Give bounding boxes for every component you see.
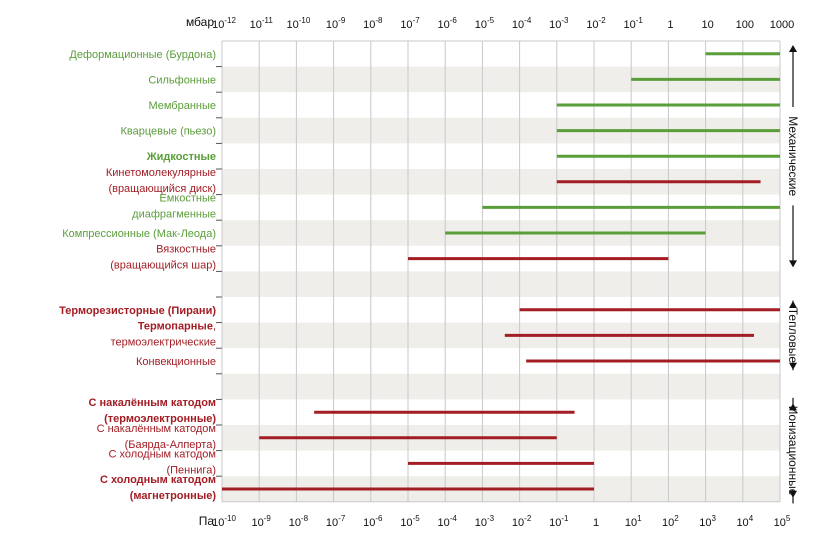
top-tick-label: 10-3 bbox=[549, 16, 569, 31]
category-label: Механические bbox=[786, 116, 800, 196]
row-label: термоэлектрические bbox=[111, 336, 216, 348]
row-label: (Баярда-Алперта) bbox=[125, 439, 216, 451]
top-tick-label: 10 bbox=[701, 19, 713, 31]
bottom-tick-label: 10-4 bbox=[438, 514, 458, 529]
row-label: Мембранные bbox=[148, 100, 216, 112]
top-tick-label: 10-5 bbox=[475, 16, 495, 31]
arrow-up-icon bbox=[789, 45, 797, 52]
bottom-tick-label: 1 bbox=[593, 517, 599, 529]
row-label: Терморезисторные (Пирани) bbox=[59, 305, 216, 317]
row-label: Кварцевые (пьезо) bbox=[120, 126, 216, 138]
bottom-tick-label: 10-8 bbox=[289, 514, 309, 529]
row-label: (термоэлектронные) bbox=[104, 413, 216, 425]
top-tick-label: 10-4 bbox=[512, 16, 532, 31]
row-label: Кинетомолекулярные bbox=[106, 167, 216, 179]
row-label: диафрагменные bbox=[132, 208, 216, 220]
top-tick-label: 10-10 bbox=[286, 16, 310, 31]
row-label: Деформационные (Бурдона) bbox=[69, 49, 216, 61]
arrow-up-icon bbox=[789, 301, 797, 308]
row-label: (магнетронные) bbox=[130, 490, 217, 502]
bottom-tick-label: 101 bbox=[625, 514, 642, 529]
top-tick-label: 10-8 bbox=[363, 16, 383, 31]
row-tick-marks bbox=[216, 66, 222, 477]
bottom-tick-label: 10-1 bbox=[549, 514, 569, 529]
top-axis: мбар 10-12 10-11 10-10 10-9 10-8 10-7 10-6 10-5… bbox=[186, 15, 794, 31]
bottom-tick-label: 10-3 bbox=[475, 514, 495, 529]
row-label: Емкостные bbox=[159, 192, 216, 204]
bottom-tick-label: 102 bbox=[662, 514, 679, 529]
row-labels: Деформационные (Бурдона) Сильфонные Мембра… bbox=[59, 49, 216, 502]
bottom-tick-label: 105 bbox=[774, 514, 791, 529]
arrow-down-icon bbox=[789, 362, 797, 370]
row-label: С холодным катодом bbox=[100, 474, 216, 486]
row-label: Термопарные, bbox=[138, 320, 216, 332]
arrow-down-icon bbox=[789, 490, 797, 498]
row-stripe bbox=[222, 271, 780, 297]
row-label: Вязкостные bbox=[156, 244, 216, 256]
category-label: Ионизационные bbox=[786, 406, 800, 496]
bottom-tick-label: 10-7 bbox=[326, 514, 346, 529]
top-tick-label: 1 bbox=[667, 19, 673, 31]
bottom-tick-label: 10-9 bbox=[252, 514, 272, 529]
bottom-axis: Па 10-10 10-9 10-8 10-7 10-6 10-5 10-4 10-3 10-2… bbox=[199, 514, 791, 529]
row-label: С накалённым катодом bbox=[97, 423, 216, 435]
row-label: Конвекционные bbox=[136, 356, 216, 368]
arrow-down-icon bbox=[789, 260, 797, 268]
top-tick-label: 10-2 bbox=[586, 16, 606, 31]
bottom-axis-unit: Па bbox=[199, 514, 215, 528]
row-label: Компрессионные (Мак-Леода) bbox=[62, 228, 216, 240]
bottom-tick-label: 10-6 bbox=[363, 514, 383, 529]
category-label: Тепловые bbox=[786, 308, 800, 364]
bottom-tick-label: 104 bbox=[736, 514, 753, 529]
arrow-up-icon bbox=[789, 403, 797, 411]
row-label: (вращающийся диск) bbox=[108, 183, 216, 195]
category-brackets: Механические Тепловые Ионизационные bbox=[786, 45, 800, 504]
top-tick-label: 10-9 bbox=[326, 16, 346, 31]
row-label: С холодным катодом bbox=[108, 448, 216, 460]
top-tick-label: 10-11 bbox=[250, 16, 274, 31]
bottom-tick-label: 10-10 bbox=[212, 514, 236, 529]
top-axis-unit: мбар bbox=[186, 15, 214, 29]
row-label: Сильфонные bbox=[148, 74, 216, 86]
top-tick-label: 100 bbox=[736, 19, 754, 31]
top-tick-label: 10-12 bbox=[212, 16, 236, 31]
top-tick-label: 10-6 bbox=[438, 16, 458, 31]
row-stripe bbox=[222, 373, 780, 400]
bottom-tick-label: 10-5 bbox=[400, 514, 420, 529]
row-label: Жидкостные bbox=[146, 151, 216, 163]
gridlines bbox=[221, 40, 781, 503]
bottom-tick-label: 103 bbox=[699, 514, 716, 529]
top-tick-label: 1000 bbox=[770, 19, 794, 31]
range-bars bbox=[222, 52, 780, 491]
row-label: (Пеннига) bbox=[166, 464, 216, 476]
bottom-tick-label: 10-2 bbox=[512, 514, 532, 529]
top-tick-label: 10-1 bbox=[624, 16, 644, 31]
row-label: (вращающийся шар) bbox=[110, 260, 216, 272]
top-tick-label: 10-7 bbox=[400, 16, 420, 31]
row-label: С накалённым катодом bbox=[89, 397, 217, 409]
